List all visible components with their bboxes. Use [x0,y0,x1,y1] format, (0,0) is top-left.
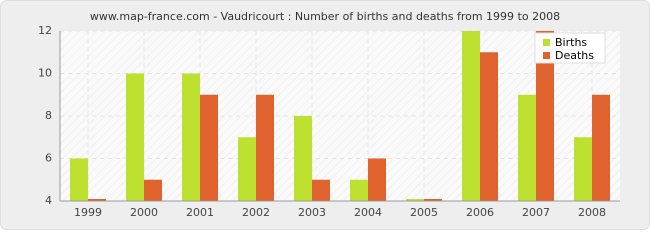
x-tick-label: 2003 [298,206,326,219]
x-tick-label: 2001 [186,206,214,219]
bar [126,73,144,201]
legend-swatch [543,39,550,46]
legend-swatch [543,52,550,59]
y-tick-label: 4 [45,194,52,207]
bar [480,52,498,201]
bar [406,199,424,201]
bar [518,94,536,201]
x-tick-label: 2000 [130,206,158,219]
bar [536,31,554,201]
bar [70,158,88,201]
y-tick-label: 12 [38,24,52,37]
x-tick-label: 2005 [410,206,438,219]
legend-label: Births [555,36,587,49]
x-tick-label: 1999 [74,206,102,219]
x-tick-label: 2006 [466,206,494,219]
chart-title: www.map-france.com - Vaudricourt : Numbe… [90,10,560,23]
y-tick-label: 8 [45,109,52,122]
y-tick-label: 6 [45,152,52,165]
chart: www.map-france.com - Vaudricourt : Numbe… [0,0,650,230]
legend-label: Deaths [555,49,594,62]
bar [592,94,610,201]
x-tick-label: 2004 [354,206,382,219]
bar [350,179,368,201]
x-tick-label: 2007 [522,206,550,219]
bar [312,179,330,201]
bar [88,199,106,201]
bar [200,94,218,201]
x-tick-label: 2002 [242,206,270,219]
x-tick-label: 2008 [578,206,606,219]
bar [368,158,386,201]
y-tick-label: 10 [38,67,52,80]
bar [144,179,162,201]
bar [182,73,200,201]
bar [238,137,256,201]
bar [294,116,312,201]
bar [574,137,592,201]
bar [424,199,442,201]
bar [462,31,480,201]
bar [256,94,274,201]
